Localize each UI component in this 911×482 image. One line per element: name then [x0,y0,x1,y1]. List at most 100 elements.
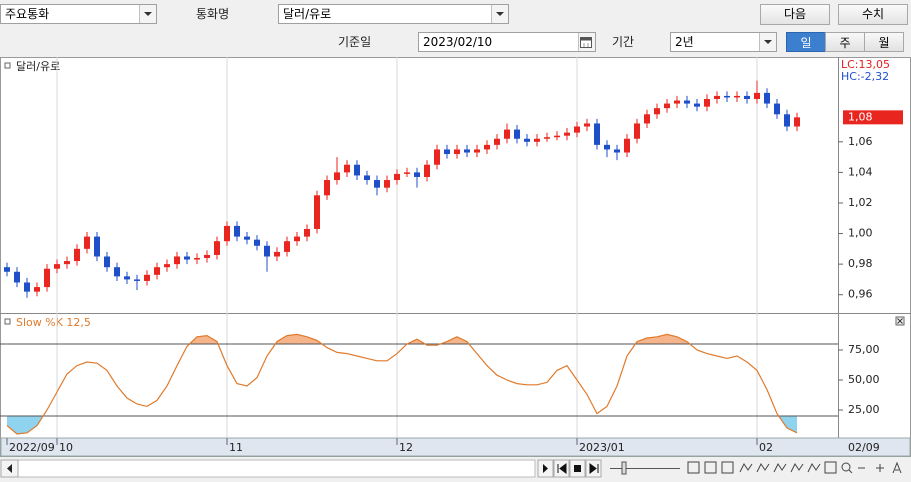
candle-body [4,267,10,272]
period-label: 기간 [612,35,635,49]
candle-body [754,92,760,99]
candle-body [684,100,690,104]
candle-body [284,241,290,252]
candle-body [734,95,740,98]
zoom-thumb[interactable] [621,461,627,475]
pane-icon [4,318,11,325]
candle-body [344,164,350,173]
next-button[interactable]: 다음 [760,4,830,25]
calendar-icon [580,37,592,48]
x-tick-label: 02 [759,441,773,454]
candle-body [164,264,170,268]
x-tick-label: 10 [59,441,73,454]
candle-body [224,225,230,242]
arrow-icon [7,464,12,473]
candle-body [784,114,790,127]
y-tick-label: 1,02 [848,196,873,209]
candle-body [274,251,280,257]
x-axis-bar [0,437,911,457]
candle-body [764,92,770,104]
candle-body [664,103,670,109]
candle-body [304,228,310,237]
candle-body [794,117,800,127]
x-tick-label: 2022/09 [9,441,55,454]
candle-body [194,258,200,260]
candle-body [624,138,630,153]
candle-body [44,268,50,288]
x-tick-label: 12 [399,441,413,454]
candle-body [584,123,590,127]
currency-group-select[interactable]: 주요통화 [0,4,157,24]
date-input[interactable]: 2023/02/10 [418,32,596,52]
candle-body [334,172,340,181]
candle-body [514,129,520,139]
candle-body [524,138,530,142]
scrollbar [0,458,911,482]
candle-body [204,254,210,259]
candle-body [234,225,240,237]
icon [557,463,567,474]
candle-body [154,267,160,275]
candle-body [634,123,640,139]
candle-body [464,149,470,153]
annotation: HC:-2,32 [841,70,889,83]
candle-body [144,274,150,281]
select-value: 달러/유로 [283,7,332,21]
period-select[interactable]: 2년 [670,32,777,52]
candle-body [554,135,560,138]
y-tick-label: 1,04 [848,165,873,178]
candle-body [134,279,140,281]
candle-body [244,236,250,240]
candle-body [324,180,330,196]
candle-body [364,175,370,181]
currency-select[interactable]: 달러/유로 [278,4,509,24]
x-tick-label: 11 [229,441,243,454]
candle-body [114,267,120,277]
candle-body [594,123,600,145]
chart-title: 달러/유로 [16,60,60,73]
candle-body [294,236,300,242]
pane-icon [4,62,11,69]
select-value: 주요통화 [5,7,50,21]
overbought-fill [7,334,797,344]
tab-day[interactable]: 일 [786,32,826,52]
candle-body [314,195,320,229]
y-tick-label: 75,00 [848,343,880,356]
y-tick-label: 1,00 [848,227,873,240]
candle-body [694,103,700,107]
candle-body [214,241,220,255]
close-icon [897,318,903,324]
candle-body [444,149,450,155]
candle-body [394,173,400,181]
scroll-track[interactable] [0,459,536,478]
candle-body [494,138,500,145]
values-button[interactable]: 수치 [838,4,908,25]
indicator-line [6,333,798,435]
x-tick-label: 2023/01 [579,441,625,454]
candle-body [574,126,580,133]
candle-body [24,282,30,292]
candle-body [94,236,100,257]
date-label: 기준일 [338,35,372,49]
candle-body [174,256,180,265]
candle-body [424,164,430,177]
candle-body [714,95,720,99]
tab-week[interactable]: 주 [825,32,865,52]
last-price-label: 1,08 [848,110,873,123]
y-tick-label: 0,96 [848,288,873,301]
candle-body [264,245,270,257]
candle-body [614,149,620,153]
candle-body [724,95,730,98]
tab-month[interactable]: 월 [864,32,904,52]
candle-body [414,172,420,177]
select-value: 2년 [675,35,694,49]
candle-body [674,100,680,104]
candle-body [14,271,20,283]
indicator-title: Slow %K 12,5 [16,316,91,329]
candle-body [544,137,550,139]
candle-body [354,164,360,176]
candle-body [54,264,60,269]
candle-body [104,256,110,268]
candle-body [64,261,70,265]
